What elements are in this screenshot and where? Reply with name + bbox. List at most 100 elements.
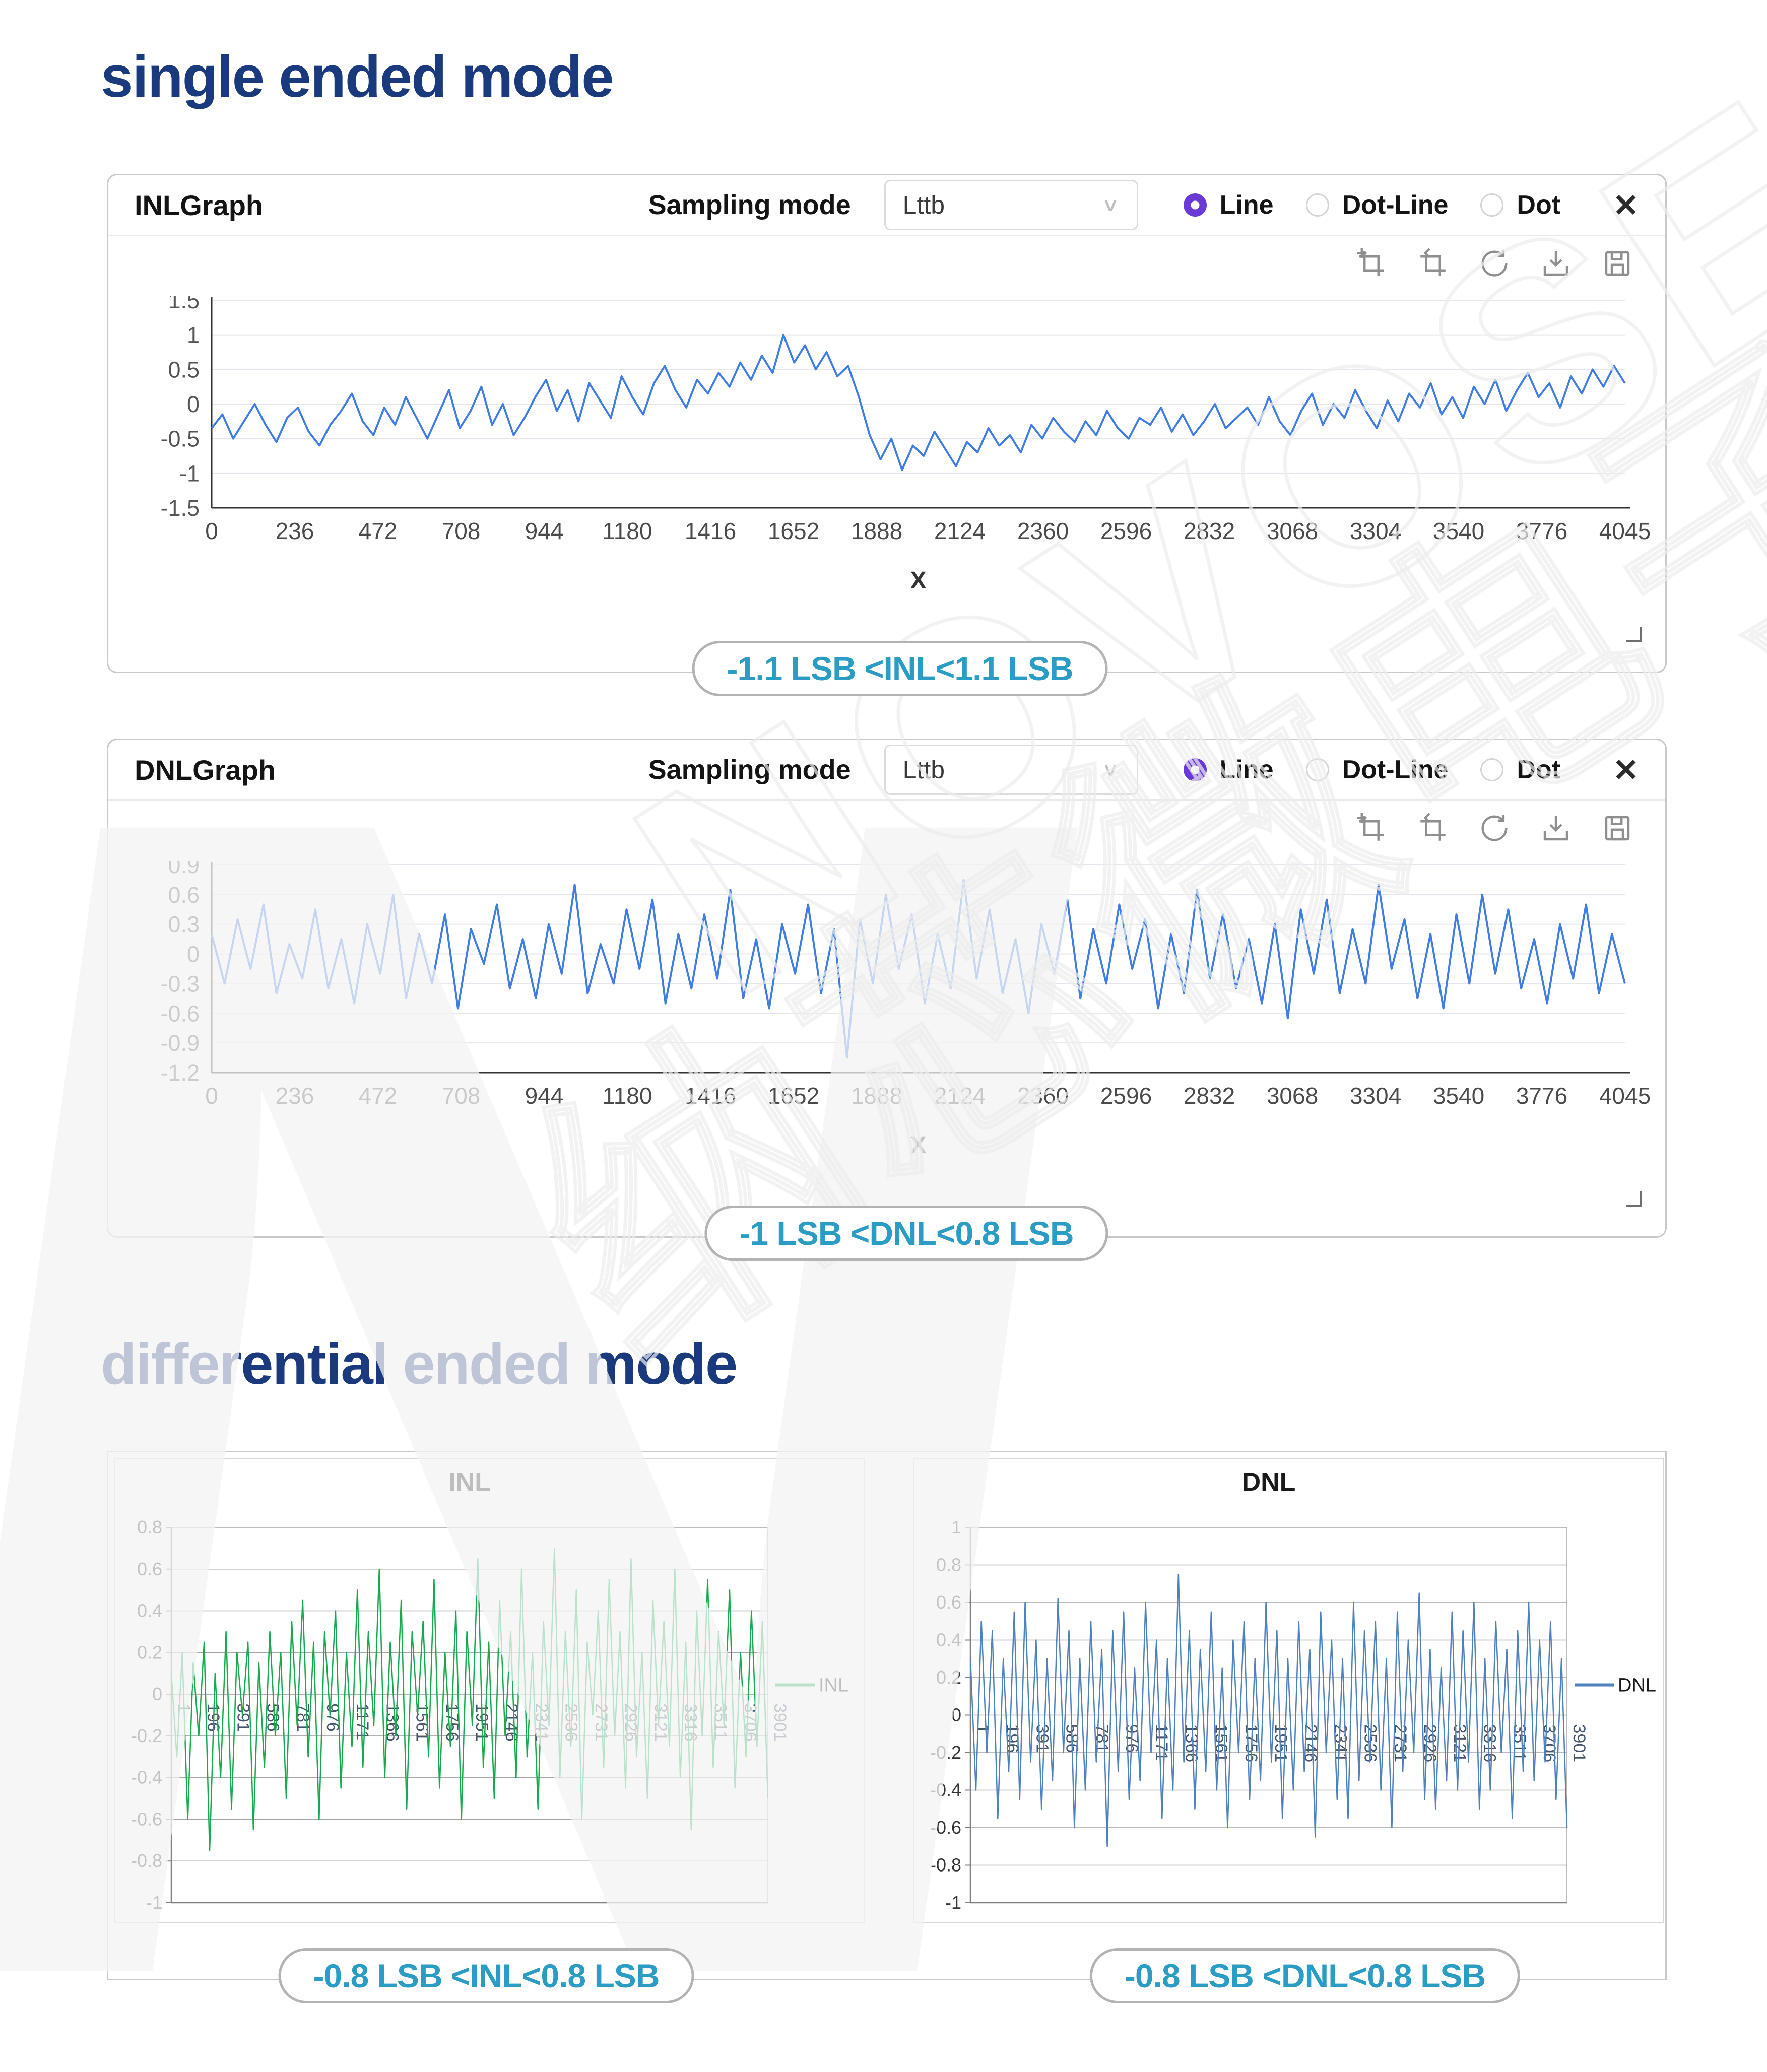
dnl-line-chart: 0.90.60.30-0.3-0.6-0.9-1.20 236 472 708 944 1… (160, 861, 1651, 1159)
svg-text:1: 1 (187, 322, 200, 348)
inl-graph-panel: INLGraph Sampling mode Lttb ∨ Line Dot-Li… (107, 174, 1667, 673)
svg-text:3540: 3540 (1433, 518, 1484, 544)
svg-text:INL: INL (448, 1467, 491, 1497)
svg-text:1.5: 1.5 (168, 296, 200, 313)
inl-line-chart: 1.510.50-0.5-1-1.50 236 472 708 944 1180 1416 1… (160, 296, 1651, 594)
radio-dot[interactable] (1480, 193, 1504, 217)
svg-text:-0.8: -0.8 (131, 1850, 162, 1871)
svg-text:-0.6: -0.6 (131, 1809, 162, 1829)
inl-panel-header: INLGraph Sampling mode Lttb ∨ Line Dot-Li… (108, 175, 1665, 236)
dnl-panel-header: DNLGraph Sampling mode Lttb ∨ Line Dot-Li… (108, 740, 1665, 801)
sampling-mode-select[interactable]: Lttb ∨ (884, 745, 1138, 795)
diff-inl-range-callout: -0.8 LSB <INL<0.8 LSB (278, 1948, 694, 2003)
sampling-mode-label: Sampling mode (648, 755, 851, 785)
svg-text:1180: 1180 (603, 518, 652, 544)
svg-text:X: X (910, 567, 926, 594)
radio-dot-line[interactable] (1305, 193, 1329, 217)
svg-text:0.6: 0.6 (137, 1559, 162, 1579)
close-icon[interactable]: ✕ (1613, 188, 1639, 223)
chart-toolbar (1355, 812, 1634, 847)
svg-text:X: X (910, 1132, 926, 1159)
refresh-icon[interactable] (1478, 247, 1511, 283)
radio-label: Dot-Line (1342, 190, 1449, 220)
svg-text:2124: 2124 (934, 1083, 986, 1109)
section-title-differential-ended: differential ended mode (101, 1331, 738, 1396)
crop-reset-icon[interactable] (1416, 247, 1450, 283)
svg-text:391: 391 (1032, 1724, 1052, 1753)
svg-text:944: 944 (525, 518, 564, 544)
svg-text:-0.4: -0.4 (930, 1780, 961, 1800)
sampling-mode-value: Lttb (902, 756, 945, 784)
svg-text:DNL: DNL (1618, 1675, 1656, 1696)
svg-text:4045: 4045 (1599, 1083, 1651, 1109)
sampling-mode-value: Lttb (902, 191, 945, 219)
radio-line[interactable] (1183, 758, 1207, 781)
inl-range-callout: -1.1 LSB <INL<1.1 LSB (692, 641, 1108, 696)
svg-text:2832: 2832 (1184, 518, 1235, 544)
svg-text:0: 0 (205, 518, 218, 544)
radio-dot[interactable] (1480, 758, 1504, 781)
crop-zoom-icon[interactable] (1355, 812, 1388, 847)
svg-text:-0.2: -0.2 (131, 1725, 162, 1746)
download-icon[interactable] (1539, 812, 1573, 847)
panel-title: INLGraph (135, 189, 264, 221)
chart-toolbar (1355, 247, 1634, 283)
svg-text:3316: 3316 (681, 1703, 700, 1742)
svg-text:1652: 1652 (768, 1083, 819, 1109)
save-icon[interactable] (1601, 812, 1634, 847)
radio-line[interactable] (1183, 193, 1207, 217)
svg-text:0.4: 0.4 (936, 1630, 961, 1650)
chart-style-radio-group: Line Dot-Line Dot (1183, 190, 1593, 220)
resize-handle-icon[interactable] (1626, 1191, 1642, 1207)
svg-text:0.5: 0.5 (168, 357, 200, 382)
resize-handle-icon[interactable] (1626, 627, 1642, 642)
radio-label: Line (1219, 190, 1274, 220)
svg-text:2360: 2360 (1017, 518, 1069, 544)
svg-text:3511: 3511 (711, 1703, 730, 1740)
svg-text:3706: 3706 (1540, 1724, 1559, 1763)
chevron-down-icon: ∨ (1101, 195, 1120, 216)
svg-text:0.2: 0.2 (936, 1667, 961, 1688)
section-title-single-ended: single ended mode (101, 44, 614, 109)
svg-text:2832: 2832 (1184, 1083, 1235, 1109)
svg-text:1561: 1561 (413, 1703, 432, 1742)
save-icon[interactable] (1601, 247, 1634, 283)
radio-label: Dot (1517, 755, 1561, 784)
crop-zoom-icon[interactable] (1355, 247, 1388, 283)
svg-text:-0.9: -0.9 (160, 1030, 200, 1056)
svg-text:236: 236 (276, 1083, 314, 1109)
svg-text:3901: 3901 (1569, 1724, 1589, 1763)
svg-text:0.3: 0.3 (168, 912, 200, 938)
svg-text:-0.8: -0.8 (930, 1855, 961, 1876)
radio-label: Line (1219, 755, 1274, 784)
download-icon[interactable] (1539, 247, 1573, 283)
inl-excel-chart-box: INL 0.8 0.6 0.4 0.2 0 -0.2 -0.4 -0.6 -0.8 -1 1 196 39… (114, 1458, 865, 1923)
sampling-mode-select[interactable]: Lttb ∨ (884, 180, 1138, 230)
svg-text:4045: 4045 (1599, 518, 1651, 544)
differential-container: INL 0.8 0.6 0.4 0.2 0 -0.2 -0.4 -0.6 -0.8 -1 1 196 39… (107, 1451, 1667, 1980)
svg-text:472: 472 (359, 1083, 398, 1109)
svg-text:-0.6: -0.6 (930, 1817, 961, 1838)
panel-title: DNLGraph (135, 754, 276, 786)
refresh-icon[interactable] (1478, 812, 1511, 847)
chart-style-radio-group: Line Dot-Line Dot (1183, 755, 1593, 785)
svg-text:0: 0 (205, 1083, 218, 1109)
svg-text:2596: 2596 (1100, 1083, 1152, 1109)
svg-text:-1: -1 (945, 1892, 961, 1913)
svg-text:0.6: 0.6 (936, 1592, 961, 1613)
svg-text:0: 0 (152, 1684, 162, 1704)
radio-dot-line[interactable] (1305, 758, 1329, 781)
svg-text:-0.5: -0.5 (160, 426, 200, 452)
svg-text:708: 708 (442, 518, 481, 544)
svg-text:944: 944 (525, 1083, 564, 1109)
svg-text:196: 196 (1003, 1724, 1022, 1753)
close-icon[interactable]: ✕ (1613, 753, 1639, 788)
svg-text:3776: 3776 (1516, 1083, 1567, 1109)
svg-text:1888: 1888 (851, 1083, 902, 1109)
svg-text:1180: 1180 (603, 1083, 652, 1109)
svg-text:3121: 3121 (651, 1703, 670, 1742)
dnl-graph-panel: DNLGraph Sampling mode Lttb ∨ Line Dot-Li… (107, 739, 1667, 1238)
crop-reset-icon[interactable] (1416, 812, 1450, 847)
svg-text:1652: 1652 (768, 518, 819, 544)
